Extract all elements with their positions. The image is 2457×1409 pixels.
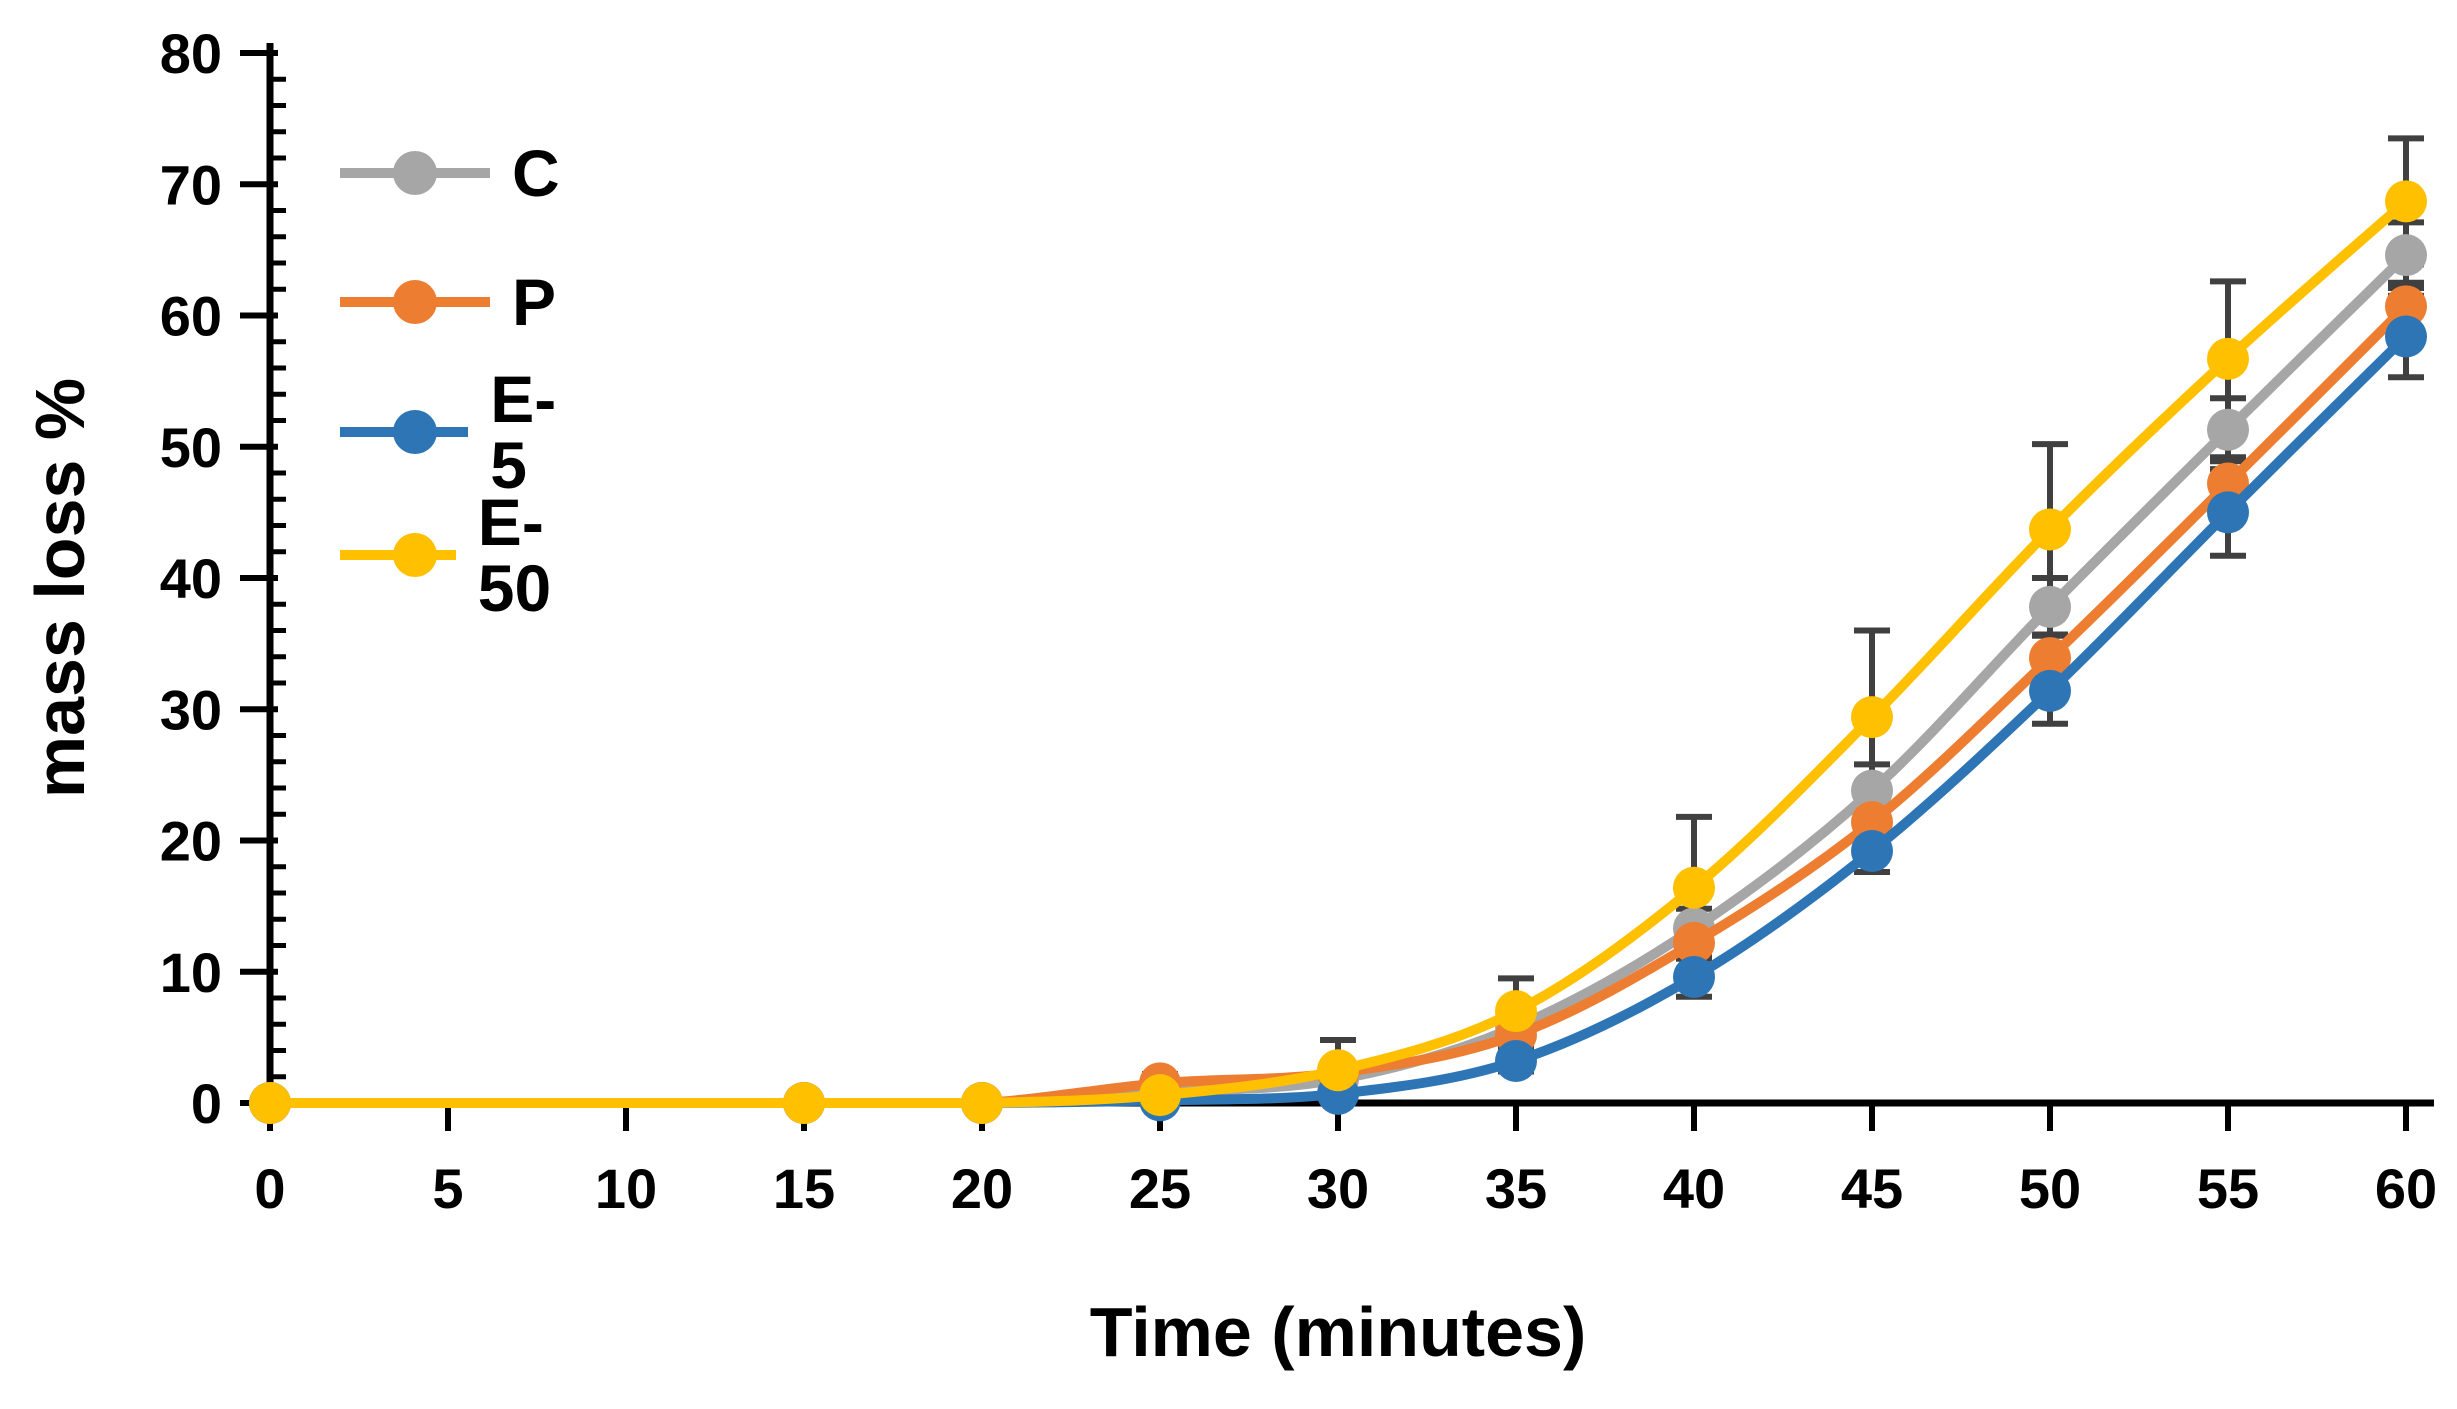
y-tick-label: 80	[160, 22, 222, 85]
y-tick-label: 60	[160, 285, 222, 348]
data-point-marker-C	[1851, 769, 1893, 812]
y-axis-title: mass loss %	[21, 377, 99, 799]
data-point-marker-E-50	[2207, 337, 2249, 380]
data-point-marker-E-50	[1139, 1074, 1181, 1117]
x-tick-label: 25	[1129, 1157, 1191, 1220]
legend-item-e50: E-50	[340, 489, 585, 621]
x-tick-label: 30	[1307, 1157, 1369, 1220]
y-tick-label: 0	[191, 1072, 222, 1135]
line-circle-marker-icon	[340, 533, 456, 577]
series-line-E-5	[265, 331, 2411, 1109]
data-point-marker-E-5	[1673, 956, 1715, 998]
x-tick-label: 60	[2375, 1157, 2437, 1220]
legend-item-p: P	[340, 257, 556, 347]
data-point-marker-C	[2029, 585, 2071, 628]
data-point-marker-P	[2029, 637, 2071, 680]
data-point-marker-E-50	[1495, 990, 1537, 1033]
x-tick-label: 45	[1841, 1157, 1903, 1220]
data-point-marker-E-50	[2029, 508, 2071, 551]
data-point-marker-P	[1851, 801, 1893, 844]
legend-item-e5: E-5	[340, 366, 578, 498]
y-tick-label: 40	[160, 547, 222, 610]
data-point-marker-P	[1673, 921, 1715, 964]
data-point-marker-E-50	[961, 1082, 1003, 1124]
legend-item-label: E-5	[490, 362, 557, 502]
y-tick-label: 20	[160, 810, 222, 873]
series-line-C	[265, 250, 2411, 1109]
data-point-marker-E-50	[1673, 866, 1715, 909]
data-point-marker-E-50	[1317, 1049, 1359, 1092]
line-circle-marker-icon	[340, 410, 469, 454]
y-tick-label: 70	[160, 153, 222, 216]
data-point-marker-P	[2385, 285, 2427, 328]
x-tick-label: 50	[2019, 1157, 2081, 1220]
x-tick-label: 5	[432, 1157, 463, 1220]
data-point-marker-P	[2207, 462, 2249, 505]
line-circle-marker-icon	[340, 151, 490, 195]
y-tick-label: 10	[160, 941, 222, 1004]
x-tick-label: 40	[1663, 1157, 1725, 1220]
x-tick-label: 35	[1485, 1157, 1547, 1220]
series-line-P	[265, 301, 2411, 1109]
x-tick-label: 55	[2197, 1157, 2259, 1220]
legend-item-c: C	[340, 128, 560, 218]
x-tick-label: 20	[951, 1157, 1013, 1220]
data-point-marker-E-5	[1851, 830, 1893, 872]
data-point-marker-E-50	[2385, 180, 2427, 223]
y-tick-label: 50	[160, 416, 222, 479]
x-tick-label: 10	[595, 1157, 657, 1220]
data-point-marker-E-5	[2029, 669, 2071, 712]
data-point-marker-C	[2385, 234, 2427, 277]
data-point-marker-E-5	[1495, 1040, 1537, 1082]
x-tick-label: 15	[773, 1157, 835, 1220]
data-point-marker-C	[2207, 408, 2249, 451]
legend-item-label: C	[512, 136, 560, 210]
data-point-marker-E-5	[2385, 315, 2427, 358]
y-tick-label: 30	[160, 678, 222, 741]
legend-item-label: E-50	[477, 485, 552, 625]
line-circle-marker-icon	[340, 280, 490, 324]
data-point-marker-E-50	[249, 1082, 291, 1124]
x-tick-label: 0	[254, 1157, 285, 1220]
x-axis-title: Time (minutes)	[1089, 1293, 1587, 1371]
data-point-marker-E-50	[1851, 696, 1893, 739]
legend-item-label: P	[512, 265, 557, 339]
data-point-marker-E-5	[2207, 491, 2249, 534]
data-point-marker-E-50	[783, 1082, 825, 1124]
